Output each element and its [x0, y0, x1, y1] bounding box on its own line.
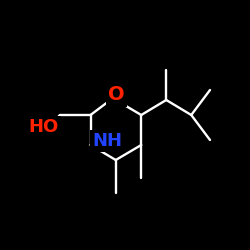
Text: HO: HO — [28, 118, 59, 136]
Text: O: O — [108, 86, 124, 104]
Text: NH: NH — [92, 132, 122, 150]
